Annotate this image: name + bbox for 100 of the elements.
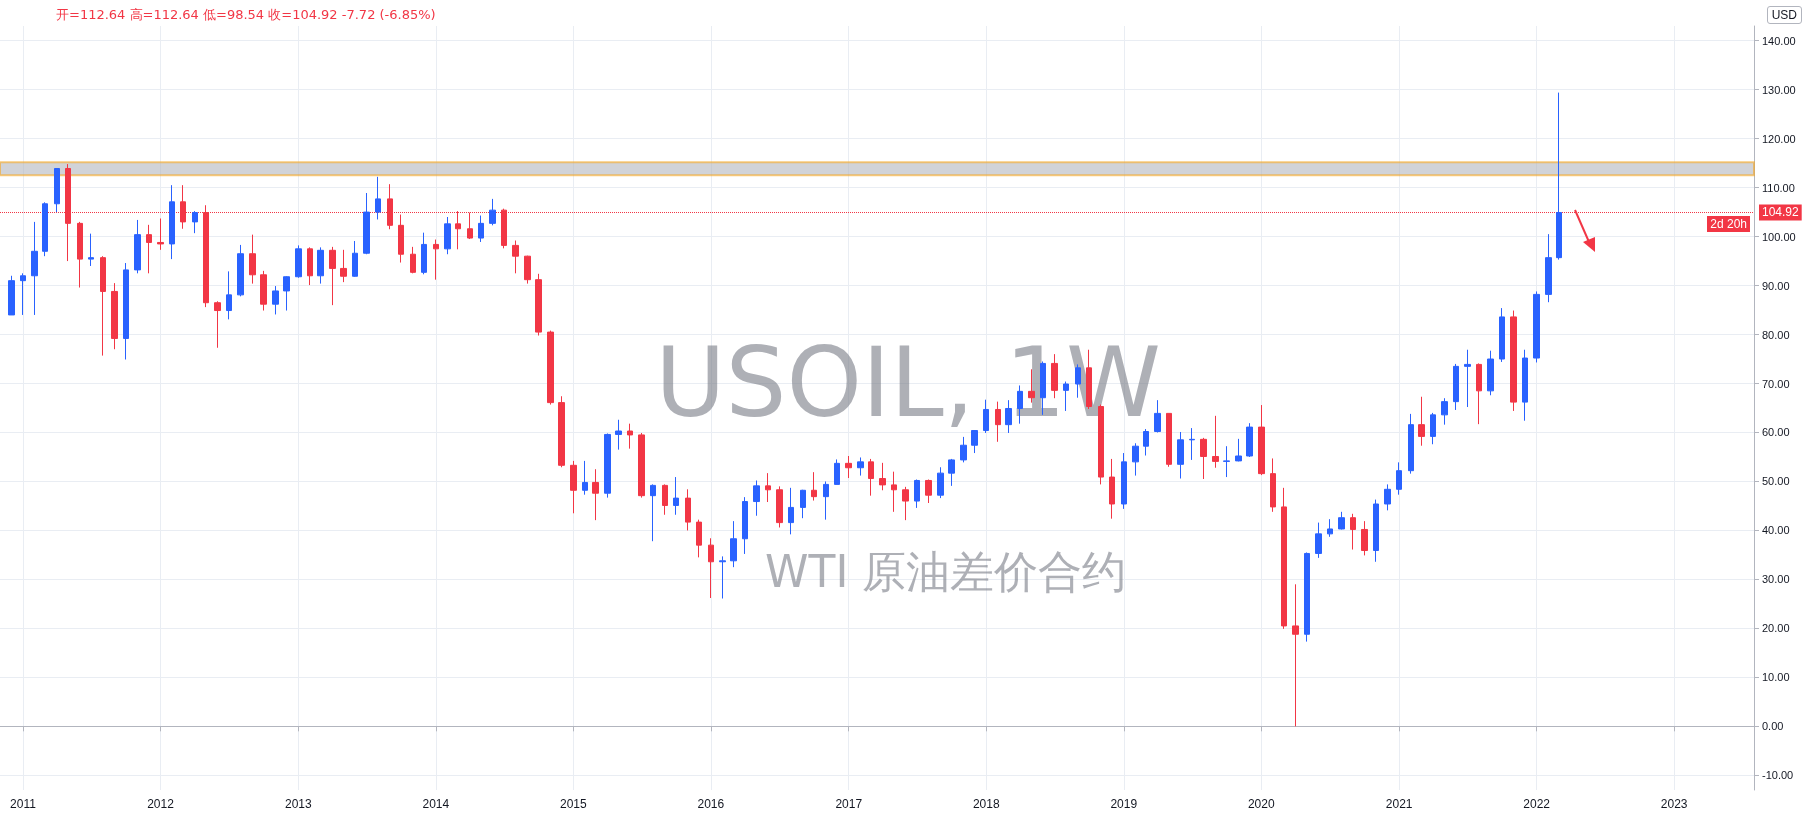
candlestick bbox=[1189, 427, 1195, 461]
candlestick bbox=[1522, 349, 1528, 422]
candlestick bbox=[788, 487, 794, 535]
candlestick bbox=[237, 244, 244, 297]
candlestick bbox=[742, 496, 748, 555]
candlestick bbox=[1373, 499, 1379, 563]
candlestick bbox=[1235, 438, 1242, 462]
candlestick bbox=[765, 472, 771, 503]
candlestick bbox=[535, 273, 542, 337]
candlestick bbox=[604, 432, 611, 499]
candlestick bbox=[433, 239, 439, 281]
y-tick-label: 70.00 bbox=[1762, 377, 1790, 390]
candlestick bbox=[295, 244, 302, 279]
candlestick bbox=[42, 201, 48, 257]
x-tick-label: 2022 bbox=[1523, 797, 1551, 811]
candlestick bbox=[192, 210, 198, 234]
y-tick-label: 40.00 bbox=[1762, 524, 1790, 537]
candlestick bbox=[925, 479, 932, 504]
candlestick bbox=[1270, 457, 1276, 513]
candlestick bbox=[77, 221, 83, 289]
candlestick bbox=[1292, 583, 1299, 727]
candlestick bbox=[1350, 513, 1356, 551]
y-tick-label: 110.00 bbox=[1762, 181, 1795, 194]
x-tick-label: 2018 bbox=[972, 797, 1000, 811]
candlestick bbox=[696, 519, 702, 558]
candlestick bbox=[1453, 363, 1459, 411]
candlestick bbox=[902, 486, 909, 521]
candlestick bbox=[363, 192, 370, 255]
candlestick bbox=[157, 217, 164, 251]
candlestick bbox=[467, 212, 473, 240]
candlestick bbox=[1338, 511, 1345, 530]
x-tick-label: 2020 bbox=[1247, 797, 1275, 811]
candlestick bbox=[811, 471, 817, 502]
candlestick bbox=[214, 300, 221, 349]
candlestick bbox=[650, 483, 656, 542]
candlestick bbox=[1212, 415, 1219, 469]
x-tick-label: 2012 bbox=[147, 797, 175, 811]
candlestick bbox=[340, 249, 347, 283]
candlestick bbox=[1430, 412, 1436, 445]
annotation: 2d 20h bbox=[1707, 216, 1750, 233]
candlestick bbox=[845, 455, 852, 479]
candlestick bbox=[592, 468, 599, 521]
y-tick-label: 50.00 bbox=[1762, 475, 1790, 488]
candlestick bbox=[1281, 487, 1287, 630]
candlestick bbox=[1384, 483, 1391, 511]
candlestick bbox=[685, 488, 691, 531]
candlestick bbox=[20, 272, 26, 316]
y-tick-label: 140.00 bbox=[1762, 34, 1796, 47]
candlestick bbox=[1533, 290, 1540, 363]
y-tick-label: -10.00 bbox=[1762, 769, 1794, 782]
y-tick-label: 90.00 bbox=[1762, 279, 1790, 292]
candlestick bbox=[753, 479, 760, 517]
candlestick bbox=[8, 275, 15, 316]
candlestick bbox=[615, 419, 622, 451]
candlestick bbox=[123, 262, 129, 361]
candlestick bbox=[1258, 404, 1265, 476]
candlestick bbox=[398, 214, 404, 264]
candlestick bbox=[776, 485, 783, 528]
candlestick bbox=[88, 233, 94, 267]
candlestick bbox=[272, 285, 279, 315]
candlestick bbox=[410, 246, 416, 274]
candlestick bbox=[638, 432, 645, 499]
candlestick bbox=[1177, 431, 1184, 480]
candlestick bbox=[948, 458, 955, 487]
y-tick-label: 130.00 bbox=[1762, 83, 1796, 96]
candlestick bbox=[1441, 397, 1448, 426]
candlestick bbox=[421, 232, 427, 275]
candlestick bbox=[111, 282, 118, 350]
candlestick bbox=[834, 458, 840, 485]
candlestick bbox=[352, 240, 358, 278]
x-tick-label: 2023 bbox=[1660, 797, 1688, 811]
candlestick bbox=[1109, 458, 1115, 520]
candlestick bbox=[1476, 362, 1482, 425]
candlestick bbox=[307, 246, 313, 286]
candlestick bbox=[582, 460, 588, 496]
y-tick-label: 60.00 bbox=[1762, 426, 1790, 439]
candlestick bbox=[868, 458, 874, 497]
candlestick bbox=[478, 215, 484, 243]
candlestick bbox=[329, 246, 336, 306]
candlestick bbox=[134, 219, 141, 274]
candlestick bbox=[558, 395, 565, 468]
y-tick-label: 80.00 bbox=[1762, 328, 1790, 341]
candlestick bbox=[983, 399, 989, 434]
candlestick bbox=[1510, 310, 1517, 412]
candlestick bbox=[1327, 518, 1333, 538]
candlestick bbox=[627, 423, 633, 450]
x-tick-label: 2014 bbox=[422, 797, 450, 811]
candlestick bbox=[1418, 396, 1425, 447]
candlestick bbox=[54, 167, 60, 213]
candlestick bbox=[823, 480, 829, 521]
y-tick-label: 30.00 bbox=[1762, 573, 1790, 586]
candlestick bbox=[169, 184, 175, 260]
candlestick bbox=[800, 489, 806, 519]
candlestick bbox=[1556, 92, 1562, 261]
candlestick bbox=[100, 255, 106, 357]
candlestick bbox=[995, 401, 1001, 443]
text: WTI 原油差价合约 bbox=[765, 545, 1127, 597]
candlestick bbox=[146, 224, 152, 274]
candlestick bbox=[1396, 461, 1402, 496]
candlestick bbox=[673, 476, 679, 516]
